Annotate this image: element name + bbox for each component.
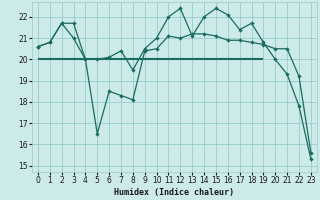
X-axis label: Humidex (Indice chaleur): Humidex (Indice chaleur)	[115, 188, 234, 197]
